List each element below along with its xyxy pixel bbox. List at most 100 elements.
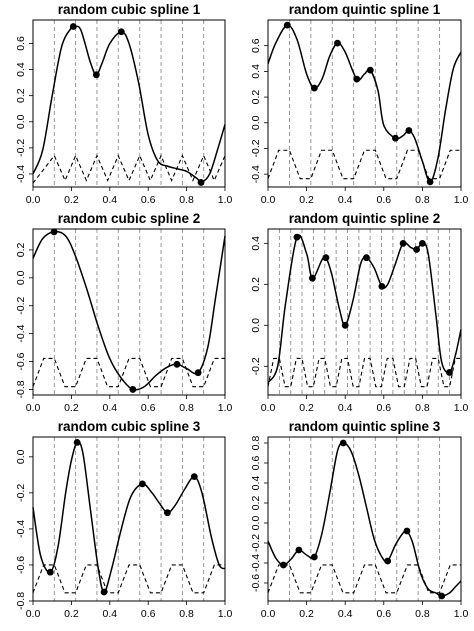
extremum-point (446, 369, 453, 376)
x-tick-label: 0.8 (415, 608, 430, 620)
x-tick-label: 1.0 (454, 402, 469, 414)
panel-1: random cubic spline 1 0.0 0.2 0.4 0.6 0.8 1.0 -… (15, 2, 232, 206)
basis-trace (267, 357, 461, 388)
x-tick-label: 0.6 (376, 608, 391, 620)
y-tick-label: -0.6 (250, 574, 262, 592)
spline-curve (32, 25, 226, 183)
extremum-point (438, 592, 446, 600)
x-tick-label: 0.8 (179, 608, 194, 620)
x-tick-label: 0.4 (102, 194, 117, 206)
x-tick-label: 0.2 (64, 608, 79, 620)
extremum-point (117, 28, 125, 36)
extremum-point (413, 246, 421, 253)
extremum-point (100, 588, 108, 596)
extremum-point (378, 282, 386, 290)
x-tick-label: 1.0 (454, 194, 469, 206)
x-tick-label: 0.8 (415, 402, 430, 414)
x-tick-label: 0.0 (26, 402, 41, 414)
y-tick-label: 0.6 (250, 456, 262, 471)
extremum-point (403, 527, 411, 535)
extremum-point (194, 369, 202, 377)
x-tick-label: 0.4 (338, 194, 353, 206)
x-tick-label: 0.8 (179, 402, 194, 414)
panel-5: random cubic spline 3 0.0 0.2 0.4 0.6 0.8 1.0 -… (15, 419, 232, 620)
extremum-point (339, 439, 347, 447)
y-tick-label: -0.2 (250, 139, 262, 157)
y-tick-label: 0.0 (15, 270, 27, 285)
spline-curve (32, 441, 226, 593)
y-tick-label: -0.6 (15, 352, 27, 370)
y-tick-label: -0.2 (15, 484, 27, 502)
extremum-point (363, 254, 370, 262)
y-tick-label: 0.2 (15, 242, 27, 257)
y-tick-label: 0.2 (250, 277, 262, 292)
x-tick-label: 0.8 (415, 194, 430, 206)
y-tick-label: 0.0 (15, 449, 27, 464)
y-tick-label: 0.4 (250, 64, 262, 79)
extremum-point (419, 239, 426, 247)
panel-title: random quintic spline 2 (289, 211, 441, 226)
y-tick-label: -0.4 (250, 165, 262, 183)
spline-curve (267, 442, 462, 597)
spline-curve (267, 234, 462, 384)
extremum-point (334, 39, 341, 47)
y-tick-label: 0.0 (250, 115, 262, 130)
extremum-point (308, 274, 316, 282)
panel-title: random quintic spline 3 (289, 419, 441, 434)
extremum-point (322, 254, 330, 262)
panel-3: random cubic spline 2 0.0 0.2 0.4 0.6 0.8 1.0 -… (15, 211, 232, 414)
basis-trace (32, 357, 225, 388)
extremum-point (405, 127, 413, 134)
y-tick-label: 0.0 (15, 114, 27, 129)
panel-title: random cubic spline 2 (58, 211, 201, 226)
spline-curve (32, 230, 226, 391)
y-tick-label: -0.6 (15, 556, 27, 574)
basis-trace (32, 154, 226, 184)
panel-4: random quintic spline 2 0.0 0.2 0.4 0.6 0.8 1.… (250, 211, 468, 414)
y-tick-label: 0.8 (250, 436, 262, 451)
extremum-point (310, 84, 318, 92)
y-tick-label: 0.2 (250, 90, 262, 105)
x-tick-label: 1.0 (218, 608, 233, 620)
extremum-point (129, 386, 137, 393)
panel-title: random cubic spline 1 (58, 2, 201, 17)
x-tick-label: 0.0 (261, 608, 276, 620)
extremum-point (173, 360, 181, 368)
extremum-point (46, 568, 54, 576)
plot-frame (32, 436, 226, 602)
x-tick-label: 0.0 (261, 402, 276, 414)
y-tick-label: -0.8 (15, 592, 27, 610)
y-tick-label: 0.2 (15, 88, 27, 103)
extremum-point (366, 66, 374, 74)
basis-trace (267, 149, 461, 180)
y-tick-label: -0.2 (15, 297, 27, 315)
x-tick-label: 0.0 (261, 194, 276, 206)
y-tick-label: -0.4 (15, 520, 27, 538)
extremum-point (92, 71, 100, 79)
y-tick-label: 0.4 (15, 62, 27, 77)
x-tick-label: 0.4 (338, 402, 353, 414)
y-tick-label: 0.4 (250, 476, 262, 491)
x-tick-label: 0.2 (64, 194, 79, 206)
y-tick-label: 0.6 (250, 38, 262, 53)
x-tick-label: 0.2 (299, 608, 314, 620)
x-tick-label: 1.0 (218, 194, 233, 206)
extremum-point (280, 561, 287, 569)
extremum-point (283, 21, 291, 29)
x-tick-label: 0.6 (141, 608, 156, 620)
x-tick-label: 0.6 (376, 402, 391, 414)
extremum-point (50, 228, 58, 236)
extremum-point (295, 546, 303, 554)
panel-2: random quintic spline 1 0.0 0.2 0.4 0.6 0.8 1.… (250, 2, 468, 206)
y-tick-label: -0.8 (15, 380, 27, 398)
x-tick-label: 0.4 (102, 402, 117, 414)
panel-6: random quintic spline 3 0.0 0.2 0.4 0.6 0.8 1.… (250, 419, 468, 620)
y-tick-label: -0.2 (250, 357, 262, 375)
plot-frame (267, 19, 462, 188)
extremum-point (190, 473, 198, 481)
y-tick-label: 0.0 (250, 318, 262, 333)
extremum-point (310, 553, 318, 561)
y-tick-label: -0.2 (250, 534, 262, 552)
x-tick-label: 0.6 (141, 194, 156, 206)
